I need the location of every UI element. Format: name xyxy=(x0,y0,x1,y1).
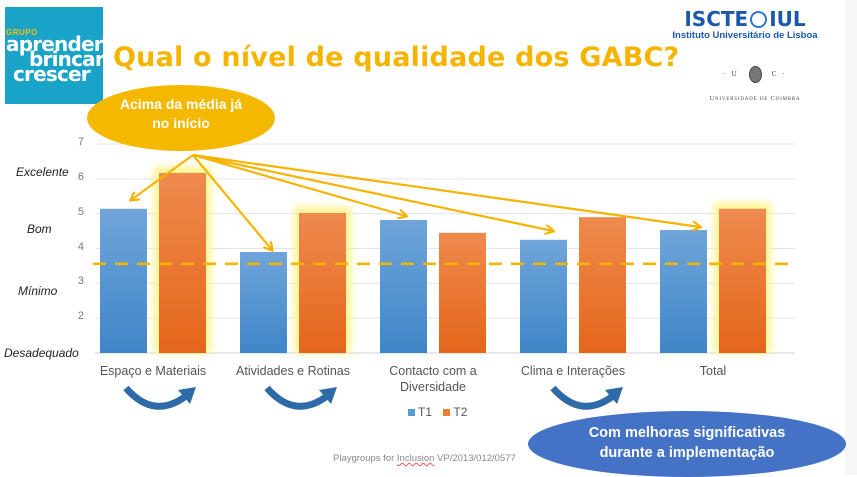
iscte-subtitle: Instituto Universitário de Lisboa xyxy=(672,30,818,41)
bar-t1 xyxy=(380,219,427,353)
globe-icon xyxy=(750,11,768,28)
legend-swatch-t2 xyxy=(443,409,451,416)
x-category-label: Atividades e Rotinas xyxy=(236,364,350,378)
coimbra-name: Universidade de Coimbra xyxy=(709,95,801,102)
quality-label: Desadequado xyxy=(4,346,79,360)
bar-t2 xyxy=(299,212,346,353)
university-seal-icon xyxy=(748,66,762,83)
aprender-brincar-crescer-logo: GRUPO aprender brincar crescer xyxy=(5,7,105,104)
logo-line-2: brincar xyxy=(29,47,105,71)
footer-inclusion: Inclusion xyxy=(396,453,435,464)
x-category-label: Total xyxy=(699,364,727,378)
y-tick-label: 4 xyxy=(77,240,84,253)
quality-label: Mínimo xyxy=(18,284,58,298)
callout-above-average: Acima da média já no início xyxy=(87,85,275,151)
bar-t1 xyxy=(100,208,147,353)
coimbra-c: C · xyxy=(771,70,787,79)
legend-item-t2: T2 xyxy=(443,405,467,419)
bar-t1 xyxy=(240,251,287,353)
logo-line-1: aprender xyxy=(6,32,104,56)
callout-arrow xyxy=(192,153,553,231)
callout-significant-improvement: Com melhoras significativas durante a im… xyxy=(528,411,846,477)
quality-label: Excelente xyxy=(16,165,69,179)
y-tick-label: 7 xyxy=(77,136,84,148)
legend-swatch-t1 xyxy=(408,409,415,416)
callout-top-line2: no início xyxy=(152,115,210,131)
coimbra-logo: · U C · Universidade de Coimbra xyxy=(705,66,805,102)
callout-top-line1: Acima da média já xyxy=(119,96,243,112)
callout-bottom-line1: Com melhoras significativas xyxy=(588,425,786,441)
x-category-label: Clima e Interações xyxy=(520,364,626,378)
y-tick-label: 5 xyxy=(77,205,84,218)
slide-title: Qual o nível de qualidade dos GABC? xyxy=(113,42,680,73)
y-tick-label: 6 xyxy=(77,170,84,183)
x-category-label: Contacto com a Diversidade xyxy=(389,364,477,394)
footer-suffix: VP/2013/012/0577 xyxy=(434,453,516,464)
curved-arrow-icon xyxy=(264,385,330,410)
x-category-label: Espaço e Materiais xyxy=(99,364,207,378)
chart-legend: T1 T2 xyxy=(408,405,475,419)
slide-footer: Playgroups for Inclusion VP/2013/012/057… xyxy=(333,453,516,464)
improvement-curved-arrows xyxy=(123,385,623,410)
curved-arrow-icon xyxy=(550,385,616,410)
callout-arrows xyxy=(131,153,700,250)
iul-text: IUL xyxy=(769,7,806,31)
legend-label-t2: T2 xyxy=(453,405,468,419)
legend-label-t1: T1 xyxy=(418,405,433,419)
curved-arrow-head-icon xyxy=(178,387,196,404)
y-tick-label: 2 xyxy=(77,310,84,323)
slide-edge-strip xyxy=(845,0,857,475)
bar-t2 xyxy=(439,232,486,353)
iscte-text: ISCTE xyxy=(684,7,749,31)
bars xyxy=(100,166,771,353)
legend-item-t1: T1 xyxy=(408,405,432,419)
bar-t1 xyxy=(660,230,707,353)
logo-grupo-text: GRUPO xyxy=(6,28,38,37)
footer-prefix: Playgroups for xyxy=(333,453,397,464)
bar-t2 xyxy=(579,217,626,353)
callout-arrow xyxy=(131,154,194,200)
coimbra-u: · U xyxy=(723,70,739,79)
quality-label: Bom xyxy=(27,222,52,236)
y-tick-label: 3 xyxy=(77,275,84,288)
logo-line-3: crescer xyxy=(13,62,91,86)
iscte-iul-logo: ISCTE IUL Instituto Universitário de Lisb… xyxy=(665,8,825,42)
curved-arrow-head-icon xyxy=(319,387,337,404)
callout-arrow xyxy=(192,153,406,216)
curved-arrow-head-icon xyxy=(605,387,623,404)
bar-t2 xyxy=(719,208,766,353)
bar-t1 xyxy=(520,239,567,353)
callout-arrow xyxy=(192,154,272,250)
callout-arrow xyxy=(192,153,700,227)
callout-bottom-line2: durante a implementação xyxy=(599,445,775,461)
curved-arrow-icon xyxy=(123,385,189,410)
